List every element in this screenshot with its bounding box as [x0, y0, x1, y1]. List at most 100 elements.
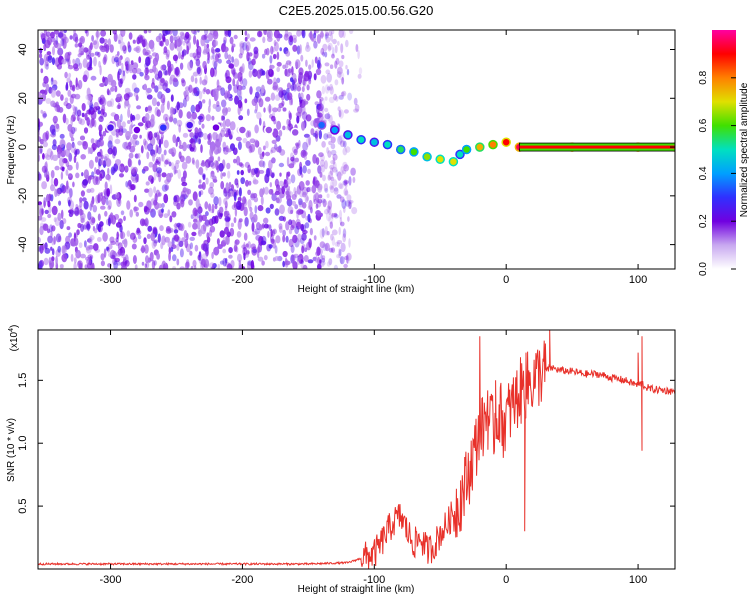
noise-blob [75, 250, 80, 257]
noise-blob [254, 205, 258, 214]
noise-blob [269, 203, 274, 210]
noise-blob [178, 102, 184, 109]
noise-blob [268, 188, 274, 195]
noise-blob [47, 213, 52, 219]
noise-blob [144, 188, 150, 193]
noise-blob [188, 199, 193, 206]
noise-blob [191, 157, 195, 164]
signal-point [488, 139, 498, 150]
noise-blob [218, 132, 223, 143]
noise-blob [202, 99, 206, 104]
noise-blob [205, 114, 212, 122]
noise-blob [321, 228, 325, 238]
noise-blob [174, 66, 180, 76]
noise-blob [155, 159, 159, 164]
noise-blob [262, 187, 265, 195]
noise-blob [135, 211, 139, 217]
noise-blob [252, 177, 257, 184]
signal-point [184, 120, 195, 130]
noise-blob [336, 71, 342, 78]
noise-blob [59, 183, 65, 193]
noise-blob [53, 236, 56, 245]
noise-blob [204, 30, 209, 36]
noise-blob [255, 86, 262, 92]
noise-blob [60, 94, 64, 101]
noise-blob [161, 208, 164, 213]
noise-blob [346, 254, 349, 264]
noise-blob [328, 170, 334, 180]
noise-blob [43, 200, 46, 208]
noise-blob [42, 113, 48, 118]
noise-blob [319, 228, 325, 239]
noise-blob [163, 161, 167, 168]
noise-blob [263, 223, 269, 229]
noise-blob [329, 83, 333, 91]
noise-blob [184, 86, 191, 91]
noise-blob [135, 113, 141, 121]
noise-blob [251, 98, 257, 107]
noise-blob [327, 45, 332, 52]
noise-blob [213, 246, 220, 256]
noise-blob [52, 154, 59, 161]
noise-blob [222, 119, 226, 130]
noise-blob [159, 225, 164, 232]
noise-blob [164, 160, 169, 165]
noise-blob [68, 199, 71, 207]
noise-blob [124, 254, 129, 264]
noise-blob [41, 165, 48, 173]
colorbar-gradient [712, 30, 736, 269]
noise-blob [80, 218, 86, 223]
noise-blob [331, 229, 338, 236]
noise-blob [278, 223, 283, 230]
noise-blob [209, 173, 216, 180]
noise-blob [38, 260, 43, 269]
noise-blob [107, 205, 112, 210]
noise-blob [120, 166, 125, 173]
noise-blob [66, 180, 69, 190]
noise-blob [222, 147, 226, 152]
colorbar: 0.0 0.2 0.4 0.6 0.8 Normalized spectral ampl… [698, 30, 750, 276]
noise-blob [279, 189, 283, 200]
noise-blob [57, 150, 61, 159]
noise-blob [148, 161, 154, 168]
noise-blob [98, 115, 104, 123]
noise-blob [147, 225, 153, 232]
noise-blob [297, 208, 302, 216]
noise-blob [198, 190, 202, 198]
noise-blob [245, 41, 251, 52]
noise-blob [190, 104, 196, 114]
noise-blob [286, 125, 290, 131]
noise-blob [345, 146, 351, 153]
noise-blob [44, 39, 51, 49]
noise-blob [269, 64, 275, 69]
noise-blob [212, 52, 215, 60]
x-tick-label: -200 [231, 274, 253, 286]
noise-blob [86, 117, 90, 126]
x-tick-label: -100 [363, 574, 385, 586]
noise-blob [345, 39, 349, 48]
noise-blob [307, 259, 314, 264]
noise-blob [60, 171, 64, 180]
noise-blob [45, 98, 52, 104]
noise-blob [326, 73, 333, 83]
noise-blob [38, 236, 41, 244]
noise-blob [171, 152, 175, 157]
noise-blob [216, 238, 220, 246]
noise-blob [222, 141, 227, 150]
noise-blob [160, 242, 164, 250]
noise-blob [298, 198, 303, 206]
noise-blob [101, 104, 106, 115]
noise-blob [278, 90, 284, 98]
noise-blob [202, 243, 209, 252]
noise-blob [172, 54, 179, 62]
noise-blob [330, 160, 336, 165]
noise-blob [329, 86, 334, 95]
noise-blob [303, 74, 307, 82]
noise-blob [171, 162, 175, 171]
noise-blob [276, 146, 282, 153]
noise-blob [50, 170, 55, 179]
noise-blob [50, 194, 54, 202]
noise-blob [153, 67, 159, 75]
noise-blob [131, 168, 137, 175]
noise-blob [50, 177, 54, 186]
